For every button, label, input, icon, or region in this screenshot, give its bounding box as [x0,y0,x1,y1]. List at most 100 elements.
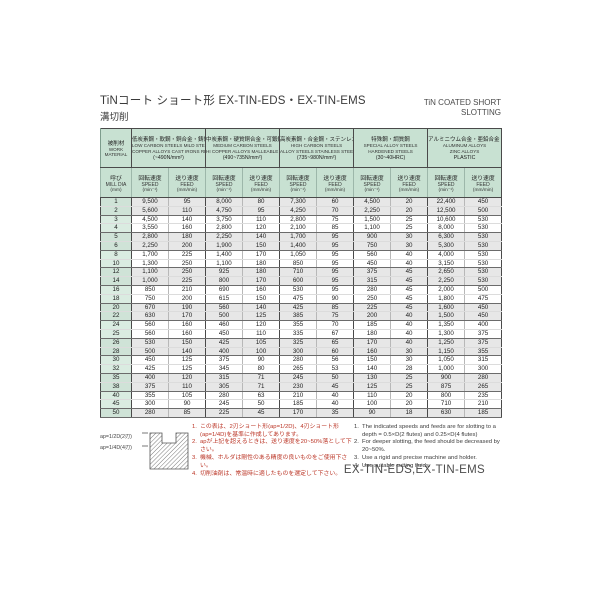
speed-value-cell: 1,400 [205,250,243,260]
feed-value-cell: 70 [316,320,354,330]
speed-value-cell: 185 [279,399,317,410]
feed-value-cell: 95 [316,276,354,286]
notes-japanese: 1. この表は、2刃ショート形(ap=1/2D)、4刃ショート形(ap=1/4D)… [192,424,352,478]
depth-label-2flute: ap=1/2D(2刃) [100,433,132,440]
feed-value-cell: 250 [167,267,206,278]
speed-value-cell: 8,000 [427,223,465,234]
page-subtitle: 溝切削 [100,112,129,123]
row-dia-label: 40 [100,391,132,401]
feed-value-cell: 90 [316,294,354,304]
feed-value-cell: 300 [464,364,502,374]
slot-depth-diagram: ap=1/2D(2刃) ap=1/4D(4刃) [100,432,189,470]
row-dia-label: 2 [100,206,132,216]
speed-value-cell: 3,150 [427,259,465,269]
feed-value-cell: 200 [167,241,206,251]
row-dia-label: 20 [100,303,132,313]
speed-value-cell: 1,150 [427,347,465,357]
feed-value-cell: 160 [167,223,206,234]
speed-column-header: 回転速度 SPEED (min⁻¹) [427,167,465,198]
feed-column-header: 送り速度 FEED (mm/min) [464,167,502,198]
speed-column-header: 回転速度 SPEED (min⁻¹) [279,167,317,198]
title-english-line1: TiN COATED SHORT [423,98,501,107]
speed-value-cell: 2,800 [279,215,317,225]
feed-value-cell: 140 [167,347,206,357]
speed-value-cell: 170 [353,338,391,348]
feed-value-cell: 40 [390,320,428,330]
title-bar: TiNコート ショート形 EX-TIN-EDS・EX-TIN-EMS 溝切削 T… [100,92,501,128]
feed-value-cell: 65 [316,338,354,348]
feed-value-cell: 225 [167,250,206,260]
feed-value-cell: 50 [242,399,280,410]
feed-value-cell: 210 [167,285,206,295]
feed-value-cell: 95 [167,197,206,207]
feed-value-cell: 45 [242,408,280,418]
model-designation: EX-TIN-EDS,EX-TIN-EMS [343,464,485,476]
speed-value-cell: 750 [131,294,169,304]
speed-value-cell: 10,600 [427,215,465,225]
speed-value-cell: 1,050 [427,355,465,366]
row-dia-label: 1 [100,197,132,207]
feed-value-cell: 125 [242,311,280,322]
speed-value-cell: 345 [205,364,243,374]
feed-column-header: 送り速度 FEED (mm/min) [316,167,354,198]
feed-value-cell: 90 [167,399,206,410]
feed-value-cell: 40 [316,391,354,401]
speed-value-cell: 265 [279,364,317,374]
row-dia-label: 14 [100,276,132,286]
speed-value-cell: 8,000 [205,197,243,207]
title-english: TiN COATED SHORT SLOTTING [424,98,501,118]
table-row: 20 670 190 560 140 425 85 225 45 1,600 450 [100,303,502,313]
feed-value-cell: 25 [390,215,428,225]
material-group-header: アルミニウム合金・亜鉛合金・プラスチックALUMINUM ALLOYSZINC … [427,128,502,168]
speed-value-cell: 900 [353,232,391,242]
feed-value-cell: 140 [167,215,206,225]
feed-value-cell: 120 [242,223,280,234]
feed-value-cell: 45 [390,303,428,313]
speed-value-cell: 500 [131,347,169,357]
feed-value-cell: 53 [316,364,354,374]
speed-value-cell: 225 [205,408,243,418]
feed-value-cell: 160 [242,285,280,295]
row-dia-label: 32 [100,364,132,374]
feed-value-cell: 45 [390,276,428,286]
row-dia-label: 22 [100,311,132,322]
title-block: TiNコート ショート形 EX-TIN-EDS・EX-TIN-EMS 溝切削 [100,92,366,123]
feed-value-cell: 75 [316,311,354,322]
feed-value-cell: 140 [242,303,280,313]
row-dia-label: 6 [100,241,132,251]
table-row: 22 630 170 500 125 385 75 200 40 1,500 450 [100,311,502,322]
footnotes: ap=1/2D(2刃) ap=1/4D(4刃) 1. この表は、2刃ショート形(a… [100,423,501,479]
table-row: 6 2,250 200 1,900 150 1,400 95 750 30 5,300 530 [100,241,502,251]
feed-value-cell: 375 [464,338,502,348]
feed-value-cell: 280 [464,373,502,383]
feed-value-cell: 85 [316,223,354,234]
speed-value-cell: 185 [353,320,391,330]
speed-value-cell: 1,600 [427,303,465,313]
speed-value-cell: 140 [353,364,391,374]
speed-value-cell: 125 [353,382,391,392]
table-row: 8 1,700 225 1,400 170 1,050 95 560 40 4,000 530 [100,250,502,260]
speed-value-cell: 3,550 [131,223,169,234]
speed-value-cell: 2,000 [427,285,465,295]
speed-value-cell: 1,100 [353,223,391,234]
feed-value-cell: 40 [390,338,428,348]
row-dia-label: 25 [100,329,132,339]
feed-value-cell: 265 [464,382,502,392]
speed-value-cell: 110 [353,391,391,401]
row-dia-label: 10 [100,259,132,269]
speed-value-cell: 2,100 [279,223,317,234]
speed-value-cell: 600 [279,276,317,286]
speed-value-cell: 450 [353,259,391,269]
feed-value-cell: 40 [390,329,428,339]
work-material-header: 被削材 WORK MATERIAL [100,128,132,168]
feed-value-cell: 530 [464,259,502,269]
feed-value-cell: 170 [167,311,206,322]
speed-value-cell: 5,300 [427,241,465,251]
speed-value-cell: 400 [131,373,169,383]
row-dia-label: 38 [100,382,132,392]
feed-value-cell: 180 [242,267,280,278]
feed-value-cell: 40 [390,311,428,322]
